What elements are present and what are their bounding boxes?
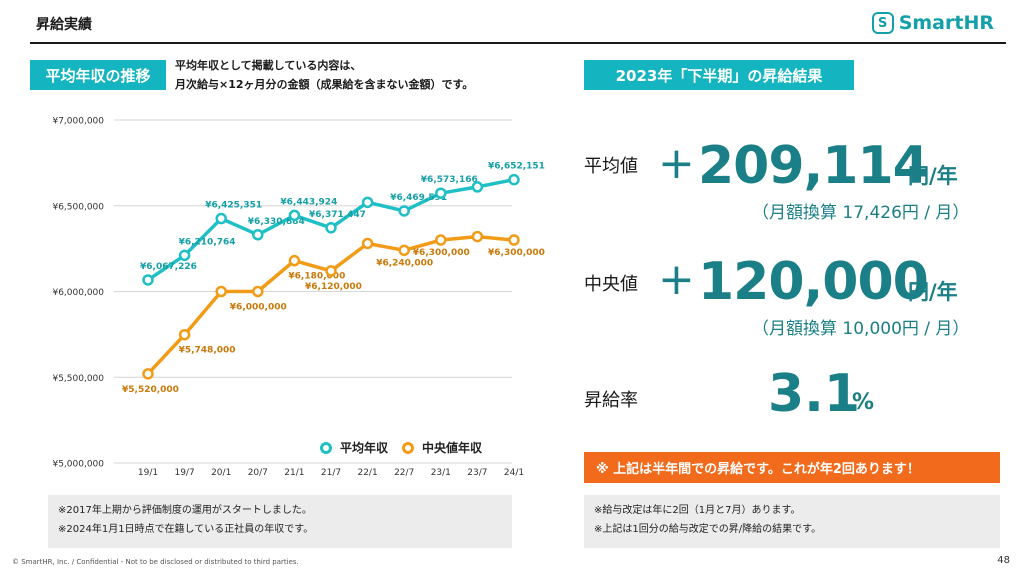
y-tick-label: ¥5,500,000 (52, 374, 104, 384)
data-point (252, 229, 264, 241)
raise-footnote-1: ※給与改定は年に2回（1月と7月）あります。 (594, 505, 801, 516)
data-point (325, 222, 337, 234)
section-tag-raise-result: 2023年「下半期」の昇給結果 (584, 60, 854, 90)
twice-a-year-alert: ※ 上記は半年間での昇給です。これが年2回あります！ (584, 452, 1000, 483)
median-raise-value: 120,000 (698, 252, 929, 312)
chart-footnote-2: ※2024年1月1日時点で在籍している正社員の年収です。 (58, 524, 314, 535)
data-label: ¥6,000,000 (230, 303, 287, 313)
data-point (361, 237, 374, 250)
data-label: ¥6,120,000 (305, 282, 362, 292)
data-point (178, 328, 191, 341)
average-raise-value: 209,114 (698, 136, 929, 196)
data-point (142, 274, 154, 286)
section-tag-salary-trend: 平均年収の推移 (30, 60, 166, 90)
data-label: ¥5,520,000 (122, 385, 179, 395)
data-point (142, 368, 154, 380)
data-label: ¥6,067,226 (140, 262, 197, 272)
note-line-2: 月次給与×12ヶ月分の金額（成果給を含まない金額）です。 (175, 78, 474, 91)
data-label: ¥6,469,591 (390, 193, 447, 203)
salary-definition-note: 平均年収として掲載している内容は、 月次給与×12ヶ月分の金額（成果給を含まない… (175, 56, 473, 94)
legend-average-marker (320, 441, 332, 454)
y-tick-label: ¥6,500,000 (52, 202, 104, 212)
data-point (435, 187, 447, 199)
salary-line-chart: ¥5,000,000 ¥5,500,000 ¥6,000,000 ¥6,500,000… (52, 117, 545, 479)
data-point (361, 196, 374, 209)
median-monthly-equivalent: （月額換算 10,000円 / 月） (752, 319, 970, 339)
legend-item-median: 中央値年収 (402, 439, 482, 456)
data-point (252, 285, 264, 298)
median-unit: 円/年 (908, 280, 958, 304)
median-plus-sign: + (658, 254, 695, 305)
smarthr-logo: S SmartHR (871, 12, 994, 34)
data-label: ¥6,443,924 (280, 197, 337, 207)
raise-footnote-box: ※給与改定は年に2回（1月と7月）あります。 ※上記は1回分の給与改定での昇/降… (584, 495, 1000, 548)
raise-footnote-2: ※上記は1回分の給与改定での昇/降給の結果です。 (594, 524, 822, 535)
data-point (398, 244, 410, 257)
average-label: 平均値 (584, 156, 638, 177)
raise-rate-value: 3.1 (768, 364, 861, 424)
copyright-footer: © SmartHR, Inc. / Confidential - Not to … (12, 558, 299, 566)
x-tick-label: 20/7 (248, 468, 268, 478)
data-label: ¥6,371,447 (309, 210, 366, 220)
data-point (398, 205, 410, 217)
x-tick-label: 21/1 (284, 468, 304, 478)
data-label: ¥6,180,000 (288, 272, 345, 282)
logo-text: SmartHR (898, 12, 994, 34)
median-label: 中央値 (584, 274, 638, 295)
data-point (215, 212, 227, 225)
x-tick-label: 23/7 (467, 468, 487, 478)
data-label: ¥6,425,351 (205, 201, 262, 211)
data-point (325, 265, 337, 277)
legend-item-average: 平均年収 (320, 439, 388, 456)
x-tick-label: 20/1 (211, 468, 231, 478)
smarthr-logo-icon: S (871, 12, 894, 34)
x-tick-label: 21/7 (321, 468, 341, 478)
average-monthly-equivalent: （月額換算 17,426円 / 月） (752, 203, 970, 223)
data-point (508, 173, 520, 186)
data-label: ¥6,330,884 (248, 217, 305, 227)
average-unit: 円/年 (908, 164, 958, 188)
raise-rate-unit: % (852, 390, 875, 415)
data-point (435, 234, 447, 246)
data-point (508, 234, 520, 246)
legend-median-marker (402, 441, 415, 454)
data-label: ¥6,652,151 (488, 162, 545, 172)
data-point (178, 249, 191, 262)
header-divider (30, 42, 1006, 44)
raise-rate-label: 昇給率 (584, 390, 638, 411)
data-point (471, 230, 484, 243)
data-point (471, 181, 484, 193)
note-line-1: 平均年収として掲載している内容は、 (175, 59, 362, 72)
data-label: ¥6,300,000 (413, 248, 470, 258)
x-tick-label: 19/1 (138, 468, 158, 478)
average-plus-sign: + (658, 138, 695, 189)
y-tick-label: ¥5,000,000 (52, 460, 104, 470)
data-label: ¥6,240,000 (376, 258, 433, 268)
data-point (215, 285, 227, 298)
page-number: 48 (997, 555, 1010, 566)
x-tick-label: 22/7 (394, 468, 414, 478)
x-tick-label: 22/1 (357, 468, 377, 478)
legend-median-label: 中央値年収 (422, 441, 483, 455)
x-tick-label: 24/1 (504, 468, 524, 478)
data-label: ¥6,573,166 (421, 175, 478, 185)
data-label: ¥6,210,764 (179, 237, 236, 247)
x-tick-label: 23/1 (431, 468, 451, 478)
data-label: ¥5,748,000 (179, 346, 236, 356)
page-title: 昇給実績 (36, 17, 92, 33)
y-tick-label: ¥6,000,000 (52, 288, 104, 298)
data-label: ¥6,300,000 (488, 248, 545, 258)
data-point (288, 254, 301, 267)
chart-footnote-1: ※2017年上期から評価制度の運用がスタートしました。 (58, 505, 312, 516)
y-tick-label: ¥7,000,000 (52, 117, 104, 127)
data-point (288, 209, 301, 222)
x-tick-label: 19/7 (174, 468, 194, 478)
legend-average-label: 平均年収 (340, 441, 389, 455)
chart-legend: 平均年収 中央値年収 (320, 439, 496, 456)
chart-footnote-box: ※2017年上期から評価制度の運用がスタートしました。 ※2024年1月1日時点… (48, 495, 512, 548)
